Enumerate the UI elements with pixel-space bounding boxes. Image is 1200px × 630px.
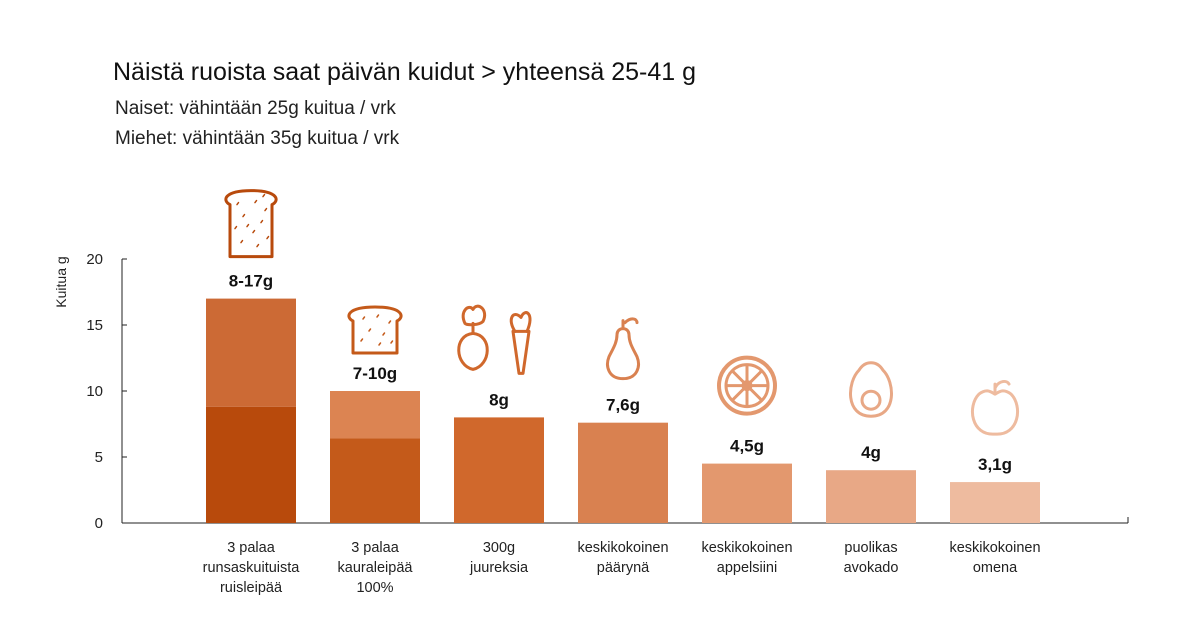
category-label: 3 palaa xyxy=(351,540,400,556)
bars xyxy=(206,298,1040,523)
category-label: 3 palaa xyxy=(227,540,276,556)
subtitle-men: Miehet: vähintään 35g kuitua / vrk xyxy=(115,128,400,149)
bar-base-segment xyxy=(454,417,544,523)
category-label: runsaskuituista xyxy=(203,560,301,576)
orange-slice-icon xyxy=(717,355,777,416)
category-label: appelsiini xyxy=(717,560,777,576)
category-label: keskikokoinen xyxy=(701,540,792,556)
category-label: ruisleipää xyxy=(220,580,283,596)
category-label: puolikas xyxy=(844,540,897,556)
category-label: omena xyxy=(973,560,1018,576)
bar-range-segment xyxy=(206,298,296,407)
bar-base-segment xyxy=(206,406,296,523)
category-label: keskikokoinen xyxy=(949,540,1040,556)
data-label: 8-17g xyxy=(229,272,273,291)
apple-icon xyxy=(970,379,1020,436)
data-label: 7-10g xyxy=(353,364,397,383)
data-label: 7,6g xyxy=(606,396,640,415)
bar-base-segment xyxy=(578,422,668,523)
bar-base-segment xyxy=(950,482,1040,523)
category-label: keskikokoinen xyxy=(577,540,668,556)
y-tick-label: 5 xyxy=(95,449,103,466)
oat-bread-icon xyxy=(347,305,403,355)
category-labels: 3 palaa runsaskuituista ruisleipää 3 palaa k… xyxy=(203,540,1041,596)
data-label: 4g xyxy=(861,443,881,462)
chart-title: Näistä ruoista saat päivän kuidut > yhte… xyxy=(113,58,697,86)
beetroot-carrot-icon xyxy=(457,304,532,375)
y-tick-label: 0 xyxy=(95,515,103,532)
category-label: kauraleipää xyxy=(338,560,414,576)
bar-base-segment xyxy=(826,470,916,523)
category-label: juureksia xyxy=(469,560,529,576)
category-label: 100% xyxy=(356,580,393,596)
y-tick-label: 15 xyxy=(86,317,103,334)
data-label: 8g xyxy=(489,390,509,409)
y-tick-label: 20 xyxy=(86,251,103,268)
bar-base-segment xyxy=(702,463,792,523)
rye-bread-icon xyxy=(224,189,278,259)
food-icons xyxy=(224,189,1020,436)
category-label: päärynä xyxy=(597,560,650,576)
data-label: 4,5g xyxy=(730,437,764,456)
avocado-icon xyxy=(849,361,893,418)
y-axis-label: Kuitua g xyxy=(53,256,69,307)
bar-range-segment xyxy=(330,391,420,439)
data-label: 3,1g xyxy=(978,455,1012,474)
category-label: 300g xyxy=(483,540,515,556)
y-tick-label: 10 xyxy=(86,383,103,400)
category-label: avokado xyxy=(844,560,899,576)
data-labels: 8-17g 7-10g 8g 7,6g 4,5g 4g 3,1g xyxy=(229,272,1012,474)
pear-icon xyxy=(606,317,640,381)
bar-base-segment xyxy=(330,438,420,523)
subtitle-women: Naiset: vähintään 25g kuitua / vrk xyxy=(115,98,396,119)
